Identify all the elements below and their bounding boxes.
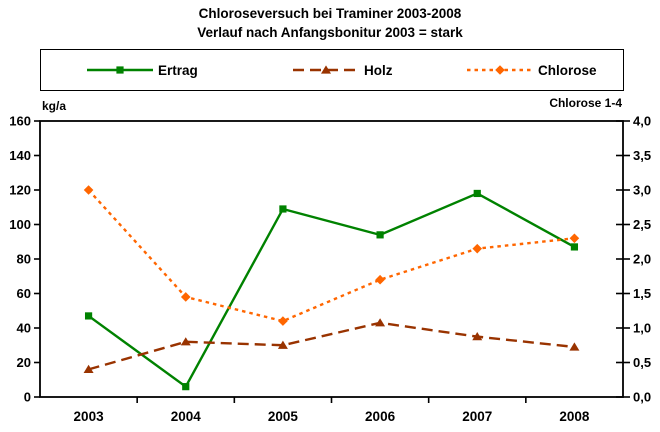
svg-text:0,0: 0,0 <box>633 390 651 405</box>
x-tick-label: 2005 <box>268 409 299 424</box>
svg-text:1,0: 1,0 <box>633 321 651 336</box>
svg-text:4,0: 4,0 <box>633 114 651 129</box>
svg-text:1,5: 1,5 <box>633 286 651 301</box>
svg-text:3,0: 3,0 <box>633 183 651 198</box>
chart-title: Chloroseversuch bei Traminer 2003-2008 <box>198 6 462 21</box>
svg-text:60: 60 <box>17 286 31 301</box>
svg-text:0,5: 0,5 <box>633 355 651 370</box>
holz-legend-marker-icon <box>293 65 359 74</box>
x-tick-label: 2003 <box>74 409 105 424</box>
legend-label-chlorose: Chlorose <box>538 62 597 78</box>
chart-subtitle: Verlauf nach Anfangsbonitur 2003 = stark <box>197 25 463 40</box>
chlorose-legend-marker-icon <box>467 65 533 75</box>
svg-text:160: 160 <box>9 114 31 129</box>
x-tick-label: 2007 <box>462 409 492 424</box>
svg-text:40: 40 <box>17 321 31 336</box>
legend-item-holz: Holz <box>293 50 393 90</box>
x-tick-label: 2004 <box>171 409 202 424</box>
svg-text:3,5: 3,5 <box>633 148 651 163</box>
ertrag-series <box>84 189 579 391</box>
x-axis: 2003 2004 2005 2006 2007 2008 <box>74 397 590 424</box>
holz-series <box>83 318 580 373</box>
plot-border <box>39 120 624 398</box>
legend: Ertrag Holz Chlorose <box>40 49 624 91</box>
svg-text:140: 140 <box>9 148 31 163</box>
left-axis-title: kg/a <box>42 99 67 113</box>
x-tick-label: 2006 <box>365 409 396 424</box>
legend-item-chlorose: Chlorose <box>467 50 597 90</box>
x-tick-label: 2008 <box>559 409 590 424</box>
svg-text:120: 120 <box>9 183 31 198</box>
svg-text:100: 100 <box>9 217 31 232</box>
right-axis-title: Chlorose 1-4 <box>549 96 622 110</box>
svg-text:0: 0 <box>24 390 31 405</box>
left-axis: 0 20 40 60 80 100 120 140 160 <box>9 114 40 405</box>
right-axis: 0,0 0,5 1,0 1,5 2,0 2,5 3,0 3,5 4,0 <box>616 114 651 405</box>
svg-text:2,0: 2,0 <box>633 252 651 267</box>
legend-label-holz: Holz <box>364 62 393 78</box>
chlorose-series <box>83 185 580 326</box>
legend-label-ertrag: Ertrag <box>158 62 198 78</box>
ertrag-legend-marker-icon <box>87 66 153 74</box>
legend-item-ertrag: Ertrag <box>87 50 198 90</box>
svg-text:80: 80 <box>17 252 31 267</box>
svg-text:20: 20 <box>17 355 31 370</box>
svg-text:2,5: 2,5 <box>633 217 651 232</box>
